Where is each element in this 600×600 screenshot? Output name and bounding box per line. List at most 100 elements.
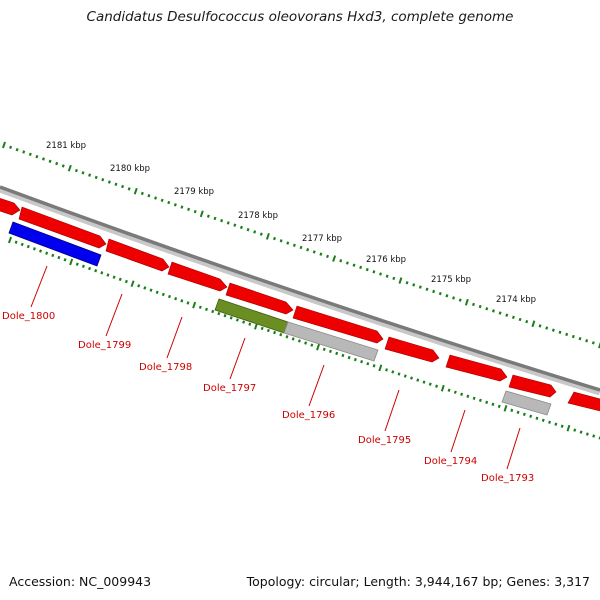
gene-label-dole-1794[interactable]: Dole_1794 bbox=[424, 456, 477, 467]
scale-minor-tick bbox=[48, 159, 52, 163]
scale-minor-tick bbox=[485, 400, 489, 404]
scale-minor-tick bbox=[226, 221, 230, 225]
scale-minor-tick bbox=[458, 298, 462, 302]
scale-minor-tick bbox=[403, 374, 407, 378]
scale-minor-tick bbox=[548, 420, 552, 424]
scale-minor-tick bbox=[118, 277, 122, 282]
gene-label-dole-1800[interactable]: Dole_1800 bbox=[2, 311, 55, 322]
scale-label-2181: 2181 kbp bbox=[46, 141, 86, 151]
scale-minor-tick bbox=[385, 368, 389, 372]
scale-minor-tick bbox=[173, 203, 177, 207]
scale-minor-tick bbox=[591, 341, 595, 345]
scale-major-tick bbox=[316, 343, 320, 351]
scale-minor-tick bbox=[239, 225, 243, 230]
scale-minor-tick bbox=[242, 320, 246, 324]
scale-minor-tick bbox=[57, 255, 61, 260]
scale-minor-tick bbox=[198, 305, 202, 309]
scale-minor-tick bbox=[193, 209, 197, 214]
scale-minor-tick bbox=[525, 319, 529, 324]
scale-minor-tick bbox=[260, 326, 264, 331]
scale-minor-tick bbox=[147, 194, 151, 198]
scale-minor-tick bbox=[174, 297, 178, 301]
scale-minor-tick bbox=[545, 326, 549, 330]
scale-minor-tick bbox=[292, 243, 296, 247]
scale-minor-tick bbox=[410, 376, 414, 380]
gene-label-dole-1798[interactable]: Dole_1798 bbox=[139, 362, 192, 373]
gene-label-dole-1799[interactable]: Dole_1799 bbox=[78, 340, 131, 351]
gene-arrow-forward[interactable] bbox=[105, 238, 170, 272]
scale-minor-tick bbox=[286, 241, 290, 245]
gene-arrow-forward[interactable] bbox=[445, 354, 508, 382]
scale-minor-tick bbox=[51, 253, 55, 258]
scale-major-tick bbox=[67, 164, 72, 172]
scale-minor-tick bbox=[365, 267, 369, 272]
scale-minor-tick bbox=[32, 247, 36, 251]
scale-minor-tick bbox=[425, 287, 429, 291]
scale-minor-tick bbox=[273, 330, 277, 335]
scale-minor-tick bbox=[498, 311, 502, 315]
scale-minor-tick bbox=[372, 270, 376, 274]
gene-arrow-forward[interactable] bbox=[0, 197, 21, 216]
gene-arrow-forward[interactable] bbox=[225, 282, 294, 315]
scale-major-tick bbox=[265, 233, 270, 240]
gene-label-dole-1797[interactable]: Dole_1797 bbox=[203, 383, 256, 394]
scale-minor-tick bbox=[416, 378, 420, 382]
scale-minor-tick bbox=[14, 240, 18, 244]
scale-minor-tick bbox=[107, 180, 111, 184]
scale-major-tick bbox=[503, 404, 508, 412]
scale-minor-tick bbox=[565, 332, 569, 337]
gene-bar-dole-1800[interactable] bbox=[8, 221, 102, 267]
scale-minor-tick bbox=[339, 259, 343, 263]
scale-minor-tick bbox=[206, 214, 210, 218]
gene-bar-dole-1796[interactable] bbox=[283, 321, 379, 362]
gene-arrow-forward[interactable] bbox=[384, 336, 440, 363]
gene-labels: Dole_1800 Dole_1799 Dole_1798 Dole_1797 … bbox=[2, 311, 534, 484]
genome-backbone-shadow bbox=[0, 185, 600, 396]
scale-minor-tick bbox=[554, 422, 558, 426]
scale-minor-tick bbox=[372, 364, 376, 368]
scale-minor-tick bbox=[273, 236, 277, 241]
gene-arrow-forward[interactable] bbox=[508, 374, 557, 398]
gene-arrow-forward[interactable] bbox=[567, 391, 600, 412]
genome-title: Candidatus Desulfococcus oleovorans Hxd3… bbox=[86, 9, 514, 25]
scale-minor-tick bbox=[385, 274, 389, 278]
scale-minor-tick bbox=[61, 164, 65, 168]
scale-minor-tick bbox=[322, 347, 326, 351]
scale-minor-tick bbox=[579, 430, 583, 434]
scale-label-2174: 2174 kbp bbox=[496, 295, 536, 305]
scale-minor-tick bbox=[9, 145, 13, 150]
scale-label-2175: 2175 kbp bbox=[431, 275, 471, 285]
leader-line bbox=[105, 293, 123, 337]
scale-major-tick bbox=[598, 341, 600, 349]
gene-label-dole-1795[interactable]: Dole_1795 bbox=[358, 435, 411, 446]
scale-major-tick bbox=[566, 424, 571, 432]
gene-arrow-forward[interactable] bbox=[18, 206, 107, 249]
scale-label-2178: 2178 kbp bbox=[238, 211, 278, 221]
gene-bar-dole-1793[interactable] bbox=[501, 390, 552, 416]
scale-minor-tick bbox=[511, 315, 515, 320]
scale-major-tick bbox=[378, 364, 383, 372]
scale-minor-tick bbox=[304, 341, 308, 345]
scale-major-tick bbox=[440, 384, 445, 392]
scale-minor-tick bbox=[41, 157, 45, 161]
scale-minor-tick bbox=[328, 349, 332, 354]
scale-minor-tick bbox=[213, 216, 217, 221]
gene-arrow-forward[interactable] bbox=[167, 261, 228, 292]
scale-minor-tick bbox=[297, 339, 301, 343]
scale-major-tick bbox=[192, 301, 197, 309]
scale-minor-tick bbox=[497, 404, 501, 409]
scale-minor-tick bbox=[472, 396, 476, 400]
forward-strand-genes bbox=[0, 197, 600, 412]
scale-minor-tick bbox=[397, 372, 401, 376]
gene-label-dole-1796[interactable]: Dole_1796 bbox=[282, 410, 335, 421]
scale-minor-tick bbox=[422, 380, 426, 384]
scale-minor-tick bbox=[167, 200, 171, 205]
gene-arrow-forward[interactable] bbox=[292, 305, 384, 344]
scale-minor-tick bbox=[223, 314, 227, 318]
scale-minor-tick bbox=[366, 362, 370, 366]
scale-major-tick bbox=[130, 280, 135, 288]
scale-minor-tick bbox=[558, 330, 562, 334]
leader-line bbox=[384, 389, 400, 432]
gene-label-dole-1793[interactable]: Dole_1793 bbox=[481, 473, 534, 484]
scale-minor-tick bbox=[100, 271, 104, 275]
